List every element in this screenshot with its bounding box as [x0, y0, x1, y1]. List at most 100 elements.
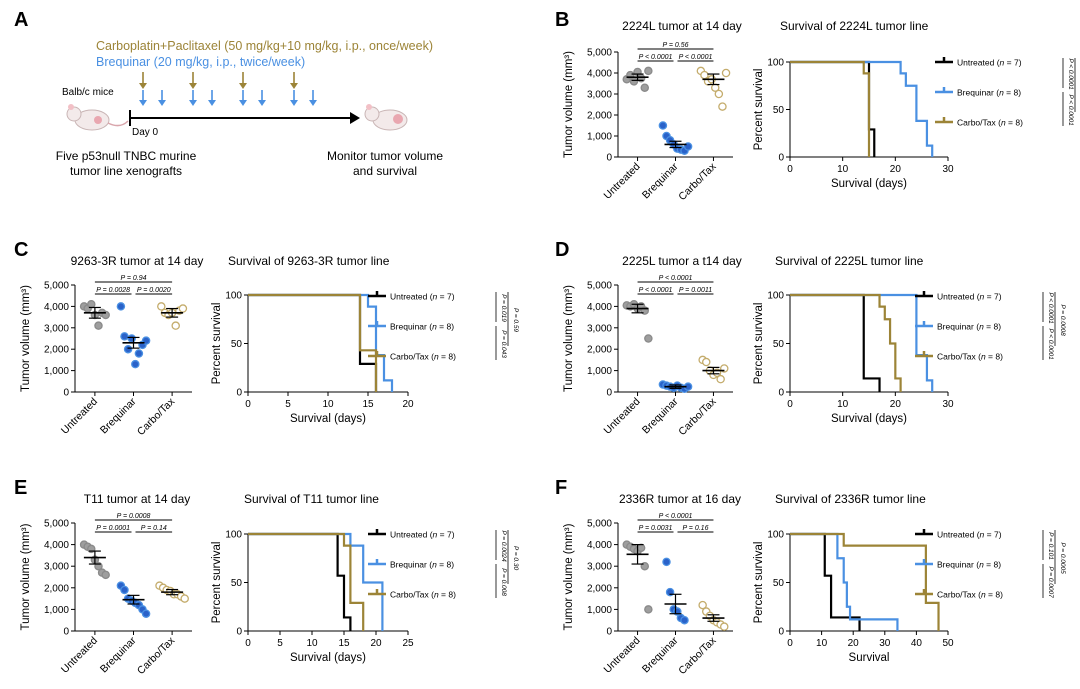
- legend-n-symbol: n: [432, 322, 437, 332]
- legend-n-symbol: n: [981, 590, 986, 600]
- brequinar-dose-arrow-icon: [290, 100, 298, 106]
- legend-name: Carbo/Tax: [957, 118, 996, 128]
- survival-x-label: Survival (days): [290, 413, 366, 425]
- survival-x-label: Survival (days): [831, 413, 907, 425]
- x-tick-label: 30: [879, 638, 891, 649]
- panel-f: F 2336R tumor at 16 day 0 1,000 2,000 3,000 4,…: [555, 477, 1066, 677]
- charts: B 2224L tumor at 14 day 0 1,000 2,000 3,000 4,…: [14, 9, 1080, 677]
- x-category-label: Brequinar: [640, 634, 681, 675]
- legend-n-eq: =: [437, 530, 447, 540]
- legend-n-symbol: n: [979, 322, 984, 332]
- x-category-label: Brequinar: [640, 160, 681, 201]
- x-tick-label: 10: [837, 399, 849, 410]
- scatter-title: 2336R tumor at 16 day: [619, 492, 741, 506]
- y-tick-label: 0: [63, 388, 69, 399]
- x-tick-label: 10: [816, 638, 828, 649]
- survival-curve-carbotax: [790, 532, 940, 631]
- brequinar-dose-arrow-icon: [258, 100, 266, 106]
- legend-n-close: ): [1020, 118, 1023, 128]
- x-tick-label: 25: [402, 638, 414, 649]
- legend-name: Untreated: [937, 530, 975, 540]
- right-caption-line2: and survival: [353, 164, 417, 178]
- legend-entry: Untreated (n = 7): [937, 292, 1002, 302]
- data-point: [702, 357, 711, 367]
- y-tick-label: 100: [767, 530, 784, 541]
- legend-n-open: (: [427, 560, 432, 570]
- data-point: [131, 359, 140, 369]
- x-category-label: Carbo/Tax: [676, 160, 719, 203]
- brequinar-dose-arrow-icon: [158, 100, 166, 106]
- y-tick-label: 5,000: [587, 519, 612, 530]
- survival-curve-carbotax: [248, 532, 365, 631]
- scatter-y-label: Tumor volume (mm³): [20, 285, 32, 392]
- y-tick-label: 5,000: [587, 48, 612, 59]
- y-tick-label: 50: [231, 339, 243, 350]
- legend-n: 8: [448, 590, 453, 600]
- comparison-pvalue: P < 0.0001: [659, 513, 693, 520]
- legend-n-open: (: [994, 88, 999, 98]
- y-tick-label: 2,000: [587, 583, 612, 594]
- scatter-y-label: Tumor volume (mm³): [563, 285, 575, 392]
- survival-pvalue: P = 0.30: [512, 546, 519, 571]
- y-tick-label: 5,000: [44, 281, 69, 292]
- data-point: [662, 557, 671, 567]
- data-point: [120, 585, 129, 595]
- legend-n: 8: [446, 560, 451, 570]
- brequinar-dose-arrow-icon: [189, 100, 197, 106]
- y-tick-label: 0: [606, 627, 612, 638]
- legend-n-symbol: n: [980, 292, 985, 302]
- survival-curve-brequinar: [248, 532, 384, 631]
- survival-curve-brequinar: [248, 293, 394, 392]
- x-category-label: Brequinar: [640, 395, 681, 436]
- x-tick-label: 20: [370, 638, 382, 649]
- x-category-label: Untreated: [59, 396, 100, 437]
- legend-n-symbol: n: [1001, 118, 1006, 128]
- y-tick-label: 100: [225, 291, 242, 302]
- legend-entry: Untreated (n = 7): [390, 530, 455, 540]
- data-point: [721, 68, 731, 78]
- survival-pvalue: P < 0.0001: [1067, 58, 1074, 90]
- comparison-pvalue: P < 0.0001: [639, 54, 673, 61]
- survival-pvalue: P = 0.0005: [1059, 542, 1066, 574]
- x-tick-label: 0: [245, 399, 251, 410]
- data-point: [123, 344, 133, 354]
- x-tick-label: 10: [322, 399, 334, 410]
- y-tick-label: 3,000: [587, 323, 612, 334]
- survival-curve-untreated: [248, 293, 378, 392]
- brequinar-dose-arrow-icon: [139, 100, 147, 106]
- panel-letter: D: [555, 239, 569, 261]
- comparison-pvalue: P < 0.0001: [679, 54, 713, 61]
- data-point: [127, 334, 136, 343]
- legend-n-symbol: n: [980, 530, 985, 540]
- x-category-label: Brequinar: [98, 395, 139, 436]
- y-tick-label: 2,000: [587, 111, 612, 122]
- legend-entry: Untreated (n = 7): [957, 58, 1022, 68]
- survival-curve-untreated: [790, 293, 881, 392]
- legend-n: 7: [447, 530, 452, 540]
- legend-n-open: (: [976, 590, 981, 600]
- scatter-title: 2225L tumor a t14 day: [622, 254, 742, 268]
- legend-entry: Brequinar (n = 8): [390, 322, 454, 332]
- legend-entry: Carbo/Tax (n = 8): [937, 352, 1003, 362]
- data-point: [87, 300, 96, 309]
- legend-n-open: (: [994, 58, 999, 68]
- data-point: [644, 605, 653, 614]
- x-tick-label: 20: [890, 164, 902, 175]
- survival-pvalue: P < 0.0001: [1067, 94, 1074, 126]
- data-point: [94, 321, 103, 330]
- x-category-label: Carbo/Tax: [676, 395, 719, 438]
- y-tick-label: 1,000: [587, 366, 612, 377]
- mouse-icon-left: [66, 104, 129, 131]
- data-point: [178, 304, 188, 313]
- day0-label: Day 0: [132, 127, 159, 138]
- brequinar-dose-arrow-icon: [208, 100, 216, 106]
- comparison-pvalue: P = 0.16: [682, 525, 708, 532]
- data-point: [629, 77, 639, 86]
- legend-n-eq: =: [984, 530, 994, 540]
- legend-n: 8: [446, 322, 451, 332]
- legend-n-open: (: [429, 590, 434, 600]
- x-tick-label: 10: [306, 638, 318, 649]
- legend-name: Carbo/Tax: [390, 590, 429, 600]
- data-point: [716, 374, 725, 384]
